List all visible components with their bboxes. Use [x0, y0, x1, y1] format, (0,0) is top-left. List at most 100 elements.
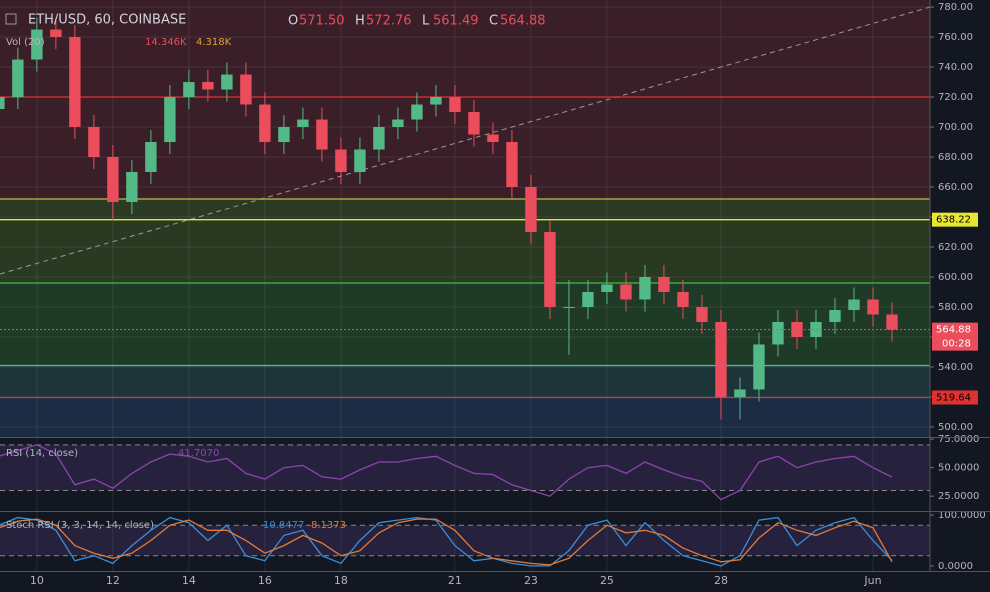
- candle-body: [886, 314, 898, 330]
- candle-body: [411, 104, 423, 120]
- ohlc-value: 571.50: [299, 14, 345, 29]
- candle-body: [506, 142, 518, 188]
- y-tick-label: 75.0000: [938, 434, 979, 445]
- band-fill: [0, 444, 930, 491]
- x-tick-label: 23: [524, 574, 538, 587]
- level-band: [0, 219, 930, 283]
- candle-body: [734, 389, 746, 397]
- rsi-title: RSI (14, close): [6, 448, 78, 459]
- x-tick-label: Jun: [863, 574, 881, 587]
- level-label-bg: [932, 212, 978, 227]
- candle-body: [297, 119, 309, 128]
- candle-body: [468, 112, 480, 135]
- candle-body: [487, 134, 499, 143]
- stoch-d-value: 8.1373: [311, 520, 346, 531]
- ohlc-value: 572.76: [366, 14, 412, 29]
- candle-body: [145, 142, 157, 173]
- level-band: [0, 0, 930, 98]
- y-tick-label: 50.0000: [938, 463, 979, 474]
- x-tick-label: 28: [714, 574, 728, 587]
- y-tick-label: 100.0000: [938, 510, 986, 521]
- y-tick-label: 780.00: [938, 2, 973, 13]
- candle-body: [164, 97, 176, 143]
- candle-body: [677, 291, 689, 307]
- volume-value: 14.346K: [145, 37, 187, 48]
- y-tick-label: 540.00: [938, 362, 973, 373]
- level-band: [0, 365, 930, 398]
- series-line: [0, 516, 893, 567]
- candle-body: [50, 29, 62, 38]
- candle-body: [829, 309, 841, 322]
- level-band: [0, 97, 930, 200]
- volume-label: Vol (20): [6, 37, 45, 48]
- collapse-icon[interactable]: [5, 13, 17, 25]
- symbol[interactable]: ETH/USD, 60, COINBASE: [28, 13, 186, 28]
- candle-body: [202, 82, 214, 90]
- x-tick-label: 21: [448, 574, 462, 587]
- candle-body: [810, 321, 822, 337]
- level-band: [0, 397, 930, 437]
- candle-body: [354, 149, 366, 173]
- candle-body: [582, 291, 594, 307]
- level-label: 519.64: [936, 392, 971, 403]
- candle-body: [867, 299, 879, 315]
- y-tick-label: 760.00: [938, 32, 973, 43]
- candle-body: [240, 74, 252, 105]
- candle-body: [525, 187, 537, 232]
- candle-body: [12, 59, 24, 98]
- stoch-k-value: 10.8477: [263, 520, 304, 531]
- candle-body: [278, 127, 290, 143]
- level-band: [0, 282, 930, 366]
- x-tick-label: 16: [258, 574, 272, 587]
- candle-body: [620, 284, 632, 300]
- candle-body: [449, 97, 461, 113]
- y-tick-label: 500.00: [938, 422, 973, 433]
- candle-body: [392, 119, 404, 128]
- countdown: 00:28: [942, 339, 971, 350]
- x-tick-label: 14: [182, 574, 196, 587]
- ohlc-value: 564.88: [500, 14, 546, 29]
- candle-body: [126, 172, 138, 203]
- last-price-bg: [932, 322, 978, 351]
- ohlc-value: 561.49: [433, 14, 479, 29]
- candle-body: [696, 306, 708, 322]
- candle-body: [88, 127, 100, 158]
- y-tick-label: 700.00: [938, 122, 973, 133]
- x-tick-label: 10: [30, 574, 44, 587]
- candle-body: [107, 157, 119, 203]
- last-price-label: 564.88: [936, 325, 971, 336]
- candle-body: [183, 82, 195, 98]
- y-tick-label: 720.00: [938, 92, 973, 103]
- candle-body: [373, 127, 385, 150]
- level-label-bg: [932, 390, 978, 405]
- candle-body: [658, 276, 670, 292]
- candle-body: [430, 97, 442, 105]
- y-tick-label: 25.0000: [938, 491, 979, 502]
- candle-body: [0, 97, 5, 110]
- x-tick-label: 18: [334, 574, 348, 587]
- x-tick-label: 12: [106, 574, 120, 587]
- candle-body: [772, 321, 784, 345]
- candle-body: [31, 29, 43, 60]
- candle-body: [601, 284, 613, 292]
- candle-body: [563, 306, 575, 308]
- candle-body: [259, 104, 271, 143]
- candle-body: [715, 321, 727, 397]
- candle-body: [544, 231, 556, 307]
- y-tick-label: 600.00: [938, 272, 973, 283]
- ohlc-key: C: [489, 14, 498, 29]
- candle-body: [848, 299, 860, 310]
- candle-body: [753, 344, 765, 390]
- y-tick-label: 0.0000: [938, 561, 973, 572]
- candle-body: [221, 74, 233, 90]
- ohlc-key: H: [355, 14, 365, 29]
- candle-body: [335, 149, 347, 173]
- y-tick-label: 740.00: [938, 62, 973, 73]
- y-tick-label: 680.00: [938, 152, 973, 163]
- y-tick-label: 580.00: [938, 302, 973, 313]
- y-tick-label: 620.00: [938, 242, 973, 253]
- candle-body: [69, 37, 81, 128]
- x-tick-label: 25: [600, 574, 614, 587]
- series-line: [0, 518, 893, 566]
